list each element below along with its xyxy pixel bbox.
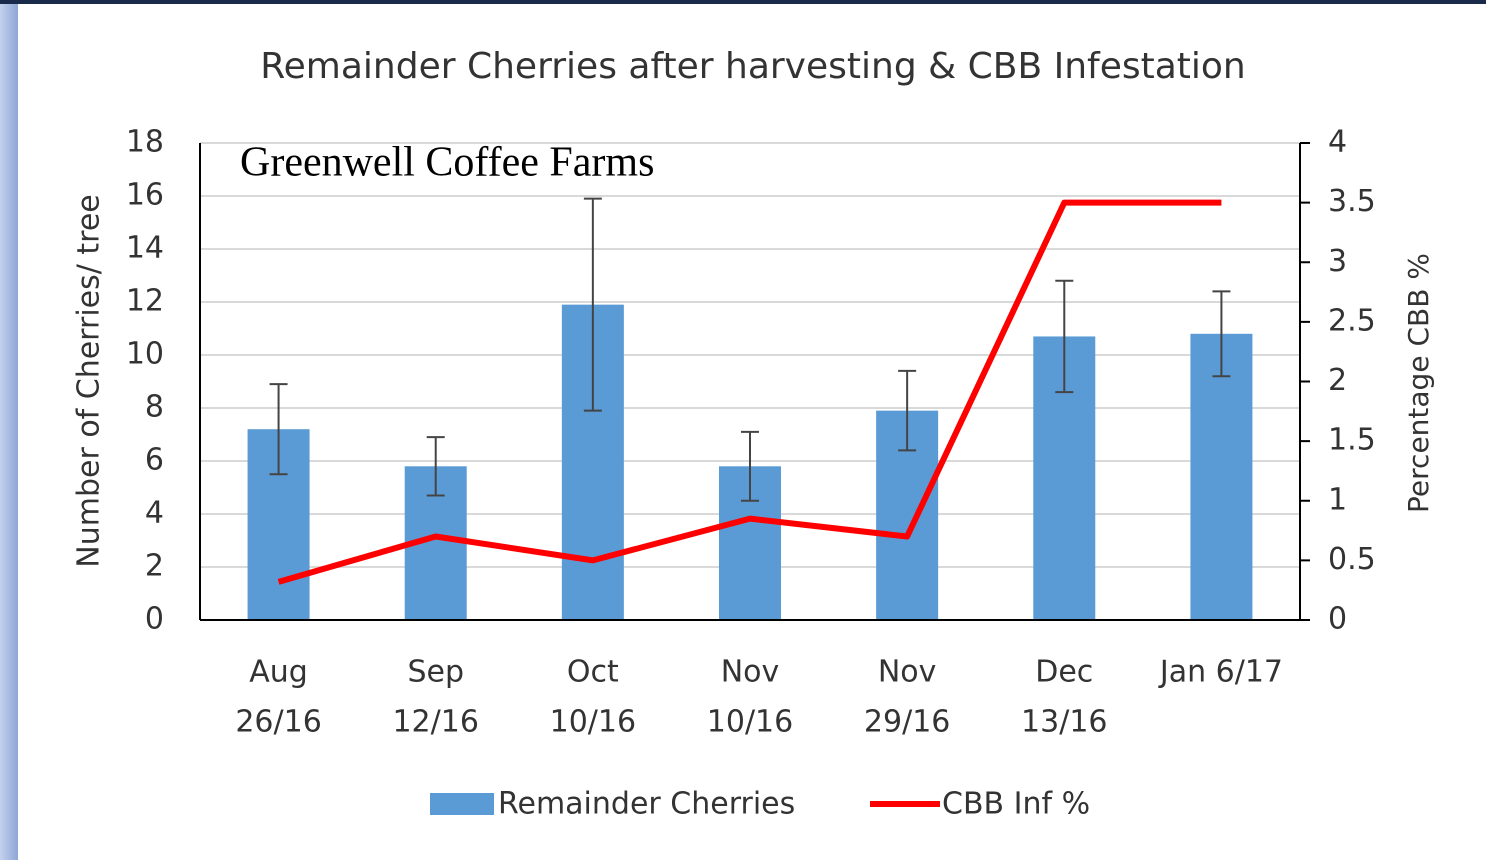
chart-title: Remainder Cherries after harvesting & CB… [260,46,1246,87]
x-tick-label: Nov [721,655,780,690]
bar [1190,333,1253,620]
x-tick-label: Oct [567,655,619,690]
y2-tick-label: 4 [1328,125,1347,160]
x-tick-label: Nov [878,655,937,690]
y-tick-label: 12 [126,284,164,319]
y-tick-label: 0 [145,602,164,637]
side-strip [0,0,18,860]
x-tick-label: 13/16 [1021,705,1107,740]
y-axis-label: Number of Cherries/ tree [72,194,107,567]
y-tick-label: 4 [145,496,164,531]
y-tick-label: 16 [126,178,164,213]
legend-label: Remainder Cherries [498,787,795,822]
y2-tick-label: 0 [1328,602,1347,637]
y2-tick-label: 1 [1328,482,1347,517]
annotation: Greenwell Coffee Farms [240,140,654,186]
y-tick-label: 18 [126,125,164,160]
x-tick-label: Dec [1035,655,1093,690]
x-tick-label: 29/16 [864,705,950,740]
legend-swatch [430,793,494,815]
y-tick-label: 10 [126,337,164,372]
line [277,199,1222,585]
y2-tick-label: 2 [1328,363,1347,398]
x-tick-label: Aug [249,655,308,690]
y2-axis-label: Percentage CBB % [1402,253,1435,513]
y-tick-label: 8 [145,390,164,425]
x-tick-label: 10/16 [707,705,793,740]
y2-tick-label: 0.5 [1328,542,1376,577]
y-tick-label: 14 [126,231,164,266]
x-tick-label: Sep [407,655,464,690]
x-tick-label: 10/16 [550,705,636,740]
x-tick-label: 12/16 [392,705,478,740]
y2-tick-label: 3.5 [1328,184,1376,219]
x-tick-label: Jan 6/17 [1158,655,1283,690]
legend-label: CBB Inf % [942,787,1090,822]
y2-tick-label: 2.5 [1328,303,1376,338]
y2-tick-label: 1.5 [1328,423,1376,458]
y-tick-label: 6 [145,443,164,478]
y-tick-label: 2 [145,549,164,584]
x-tick-label: 26/16 [235,705,321,740]
top-border [0,0,1486,4]
y2-tick-label: 3 [1328,244,1347,279]
